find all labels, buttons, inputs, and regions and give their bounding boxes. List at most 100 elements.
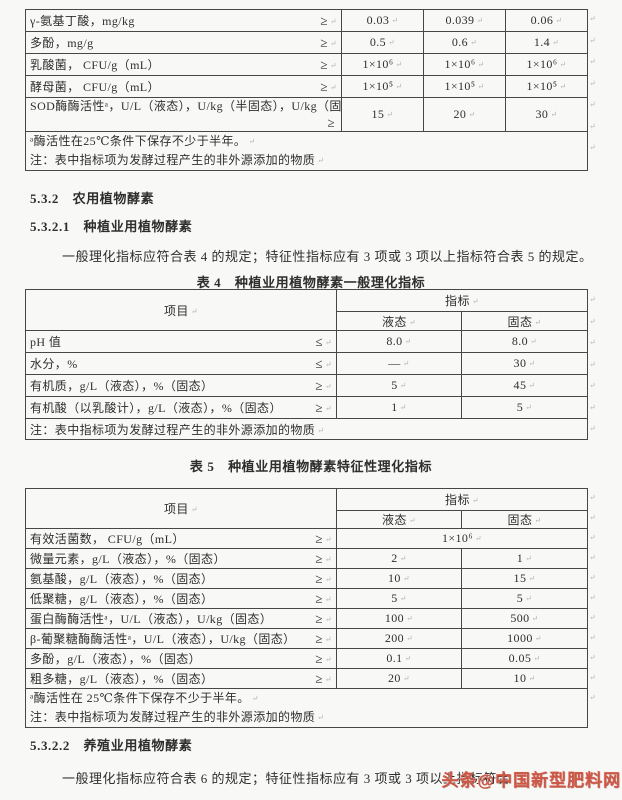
ge-operator: ≥ (315, 378, 332, 394)
row-label: γ-氨基丁酸，mg/kg (30, 14, 135, 28)
table-continued-indicators: γ-氨基丁酸，mg/kg ≥ 0.03 0.039 0.06 多酚，mg/g ≥ 0… (25, 9, 588, 171)
cell-value: 0.03 (367, 13, 399, 27)
watermark: 头条@中国新型肥料网 (441, 771, 621, 790)
row-label: 低聚糖，g/L（液态），%（固态） (30, 592, 214, 606)
table-header-row: 液态 固态 (26, 311, 589, 331)
header-solid: 固态 (508, 513, 542, 527)
section-heading-5322: 5.3.2.2 养殖业用植物酵素 (30, 738, 193, 753)
cell-value: 1×10⁶ (362, 57, 402, 71)
footnote-a: ᵃ酶活性在25℃条件下保存不少于半年。 (30, 134, 255, 148)
row-label: pH 值 (30, 335, 62, 349)
table-row: 乳酸菌， CFU/g（mL） ≥ 1×10⁶ 1×10⁶ 1×10⁶ (25, 53, 588, 76)
le-operator: ≤ (315, 356, 332, 372)
margin-return-marks (589, 14, 603, 165)
cell-value: 0.039 (445, 13, 483, 27)
ge-operator: ≥ (320, 13, 337, 29)
row-label: 酵母菌， CFU/g（mL） (30, 80, 160, 94)
table-row: 氨基酸，g/L（液态），%（固态） ≥ 10 15 (25, 568, 589, 589)
table-row: 蛋白酶酶活性ᵃ，U/L（液态），U/kg（固态） ≥ 100 500 (25, 608, 589, 629)
cell-value: 20 (388, 671, 410, 685)
header-liquid: 液态 (382, 513, 416, 527)
ge-operator: ≥ (320, 35, 337, 51)
table-footnote-row: ᵃ酶活性在25℃条件下保存不少于半年。 注：表中指标项为发酵过程产生的非外源添加… (25, 131, 588, 171)
cell-value: 30 (514, 356, 536, 370)
cell-value: 1×10⁶ (526, 57, 566, 71)
header-item: 项目 (164, 304, 198, 318)
row-label: SOD酶酶活性ᵃ，U/L（液态），U/kg（半固态），U/kg（固态） (30, 99, 341, 113)
row-label: 多酚，g/L（液态），%（固态） (30, 652, 202, 666)
cell-value: 0.06 (531, 13, 563, 27)
table-note: 注：表中指标项为发酵过程产生的非外源添加的物质 (30, 423, 324, 437)
table-row: 水分，% ≤ — 30 (25, 352, 589, 375)
cell-value: 8.0 (512, 334, 537, 348)
ge-operator: ≥ (327, 115, 335, 130)
margin-return-marks (589, 493, 603, 713)
table-note: 注：表中指标项为发酵过程产生的非外源添加的物质 (30, 153, 324, 167)
header-index: 指标 (445, 294, 479, 308)
ge-operator: ≥ (315, 631, 332, 647)
table-row: 微量元素，g/L（液态），%（固态） ≥ 2 1 (25, 548, 589, 569)
cell-value: 2 (391, 551, 407, 565)
cell-value: 1.4 (534, 35, 559, 49)
ge-operator: ≥ (315, 571, 332, 587)
ge-operator: ≥ (320, 57, 337, 73)
cell-value: 200 (385, 631, 413, 645)
cell-value: 30 (536, 107, 558, 121)
table5-caption: 表 5 种植业用植物酵素特征性理化指标 (189, 459, 433, 474)
table-row: β-葡聚糖酶酶活性ᵃ，U/L（液态），U/kg（固态） ≥ 200 1000 (25, 628, 589, 649)
cell-value: 1 (517, 551, 533, 565)
cell-value: 10 (388, 571, 410, 585)
header-item: 项目 (164, 502, 198, 516)
row-label: 有机酸（以乳酸计），g/L（液态），%（固态） (30, 401, 282, 415)
table-note-row: 注：表中指标项为发酵过程产生的非外源添加的物质 (24, 418, 589, 440)
cell-value: — (388, 356, 410, 370)
row-label: 氨基酸，g/L（液态），%（固态） (30, 572, 214, 586)
cell-value: 1 (391, 400, 407, 414)
table-row: 多酚，mg/g ≥ 0.5 0.6 1.4 (25, 31, 588, 54)
table-row: 多酚，g/L（液态），%（固态） ≥ 0.1 0.05 (25, 648, 589, 669)
table4-caption: 表 4 种植业用植物酵素一般理化指标 (196, 275, 426, 290)
cell-value: 5 (517, 400, 533, 414)
ge-operator: ≥ (315, 400, 332, 416)
cell-value: 1×10⁶ (444, 57, 484, 71)
cell-value: 20 (454, 107, 476, 121)
table-row: pH 值 ≤ 8.0 8.0 (25, 330, 589, 353)
cell-value: 8.0 (386, 334, 411, 348)
table-row-sod: SOD酶酶活性ᵃ，U/L（液态），U/kg（半固态），U/kg（固态） ≥ 15… (25, 97, 588, 132)
table-row: 有机质，g/L（液态），%（固态） ≥ 5 45 (25, 374, 589, 397)
cell-value: 15 (514, 571, 536, 585)
paragraph-table6-intro: 一般理化指标应符合表 6 的规定；特征性指标应有 3 项或 3 项以上指标符合 (62, 771, 511, 786)
row-label: β-葡聚糖酶酶活性ᵃ，U/L（液态），U/kg（固态） (30, 632, 296, 646)
ge-operator: ≥ (315, 551, 332, 567)
cell-value: 1000 (507, 631, 542, 645)
ge-operator: ≥ (315, 651, 332, 667)
cell-value: 100 (385, 611, 413, 625)
paragraph-table4-intro: 一般理化指标应符合表 4 的规定；特征性指标应有 3 项或 3 项以上指标符合表… (62, 249, 593, 264)
table-row: 粗多糖，g/L（液态），%（固态） ≥ 20 10 (25, 668, 589, 689)
le-operator: ≤ (315, 334, 332, 350)
cell-value: 45 (514, 378, 536, 392)
margin-return-marks (589, 295, 603, 446)
cell-value: 1×10⁵ (444, 79, 484, 93)
row-label: 水分，% (30, 357, 78, 371)
table-note: 注：表中指标项为发酵过程产生的非外源添加的物质 (30, 710, 324, 724)
section-heading-5321: 5.3.2.1 种植业用植物酵素 (30, 219, 193, 234)
table-header-row: 项目 指标 (25, 488, 589, 529)
footnote-a: ᵃ酶活性在 25℃条件下保存不少于半年。 (30, 691, 259, 705)
header-index: 指标 (445, 493, 479, 507)
cell-value: 0.05 (509, 651, 541, 665)
row-label: 有效活菌数， CFU/g（mL） (30, 532, 185, 546)
row-label: 蛋白酶酶活性ᵃ，U/L（液态），U/kg（固态） (30, 612, 273, 626)
cell-value: 15 (372, 107, 394, 121)
ge-operator: ≥ (320, 79, 337, 95)
row-label: 粗多糖，g/L（液态），%（固态） (30, 672, 214, 686)
ge-operator: ≥ (315, 591, 332, 607)
row-label: 多酚，mg/g (30, 36, 94, 50)
table-row: 有机酸（以乳酸计），g/L（液态），%（固态） ≥ 1 5 (25, 396, 589, 419)
cell-value: 10 (514, 671, 536, 685)
cell-value: 0.5 (370, 35, 395, 49)
ge-operator: ≥ (315, 671, 332, 687)
section-heading-532: 5.3.2 农用植物酵素 (30, 191, 155, 206)
table-footnote-row: ᵃ酶活性在 25℃条件下保存不少于半年。 注：表中指标项为发酵过程产生的非外源添… (24, 688, 589, 728)
ge-operator: ≥ (315, 611, 332, 627)
